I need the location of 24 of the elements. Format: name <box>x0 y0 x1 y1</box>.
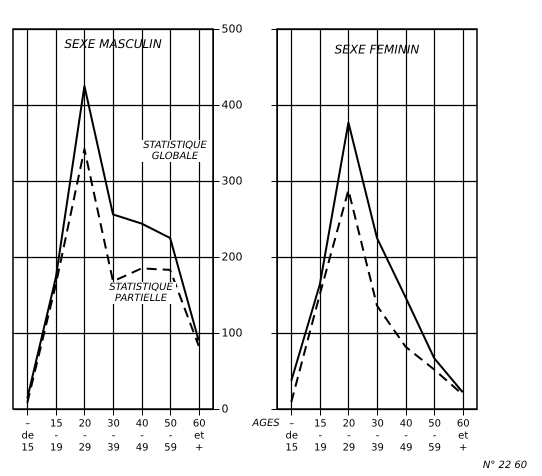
x-tick-label: 50 - 59 <box>164 418 178 454</box>
annotation: STATISTIQUE GLOBALE <box>140 140 210 162</box>
x-tick-label: 30 - 39 <box>371 418 384 454</box>
x-tick-label: 40 - 49 <box>400 418 412 454</box>
annotation: STATISTIQUE PARTIELLE <box>106 282 176 304</box>
x-tick-label: 15 - 19 <box>50 418 63 454</box>
x-tick-label: 60 et + <box>456 418 470 454</box>
x-tick-label: 40 - 49 <box>136 418 148 454</box>
x-tick-label: 20 - 29 <box>342 418 356 454</box>
x-tick-label: 15 - 19 <box>314 418 327 454</box>
y-tick-label: 0 <box>222 402 228 416</box>
y-tick-label: 500 <box>222 22 242 36</box>
text: N° 22 60 <box>470 460 540 471</box>
y-tick-label: 200 <box>222 250 242 264</box>
x-tick-label: – de 15 <box>21 418 34 454</box>
x-tick-label: 20 - 29 <box>78 418 92 454</box>
y-tick-label: 400 <box>222 98 242 112</box>
x-tick-label: 50 - 59 <box>428 418 442 454</box>
y-tick-label: 100 <box>222 326 242 340</box>
x-tick-label: 60 et + <box>192 418 206 454</box>
x-tick-label: – de 15 <box>285 418 298 454</box>
y-tick-label: 300 <box>222 174 242 188</box>
x-tick-label: 30 - 39 <box>107 418 120 454</box>
text: AGES <box>246 418 286 429</box>
